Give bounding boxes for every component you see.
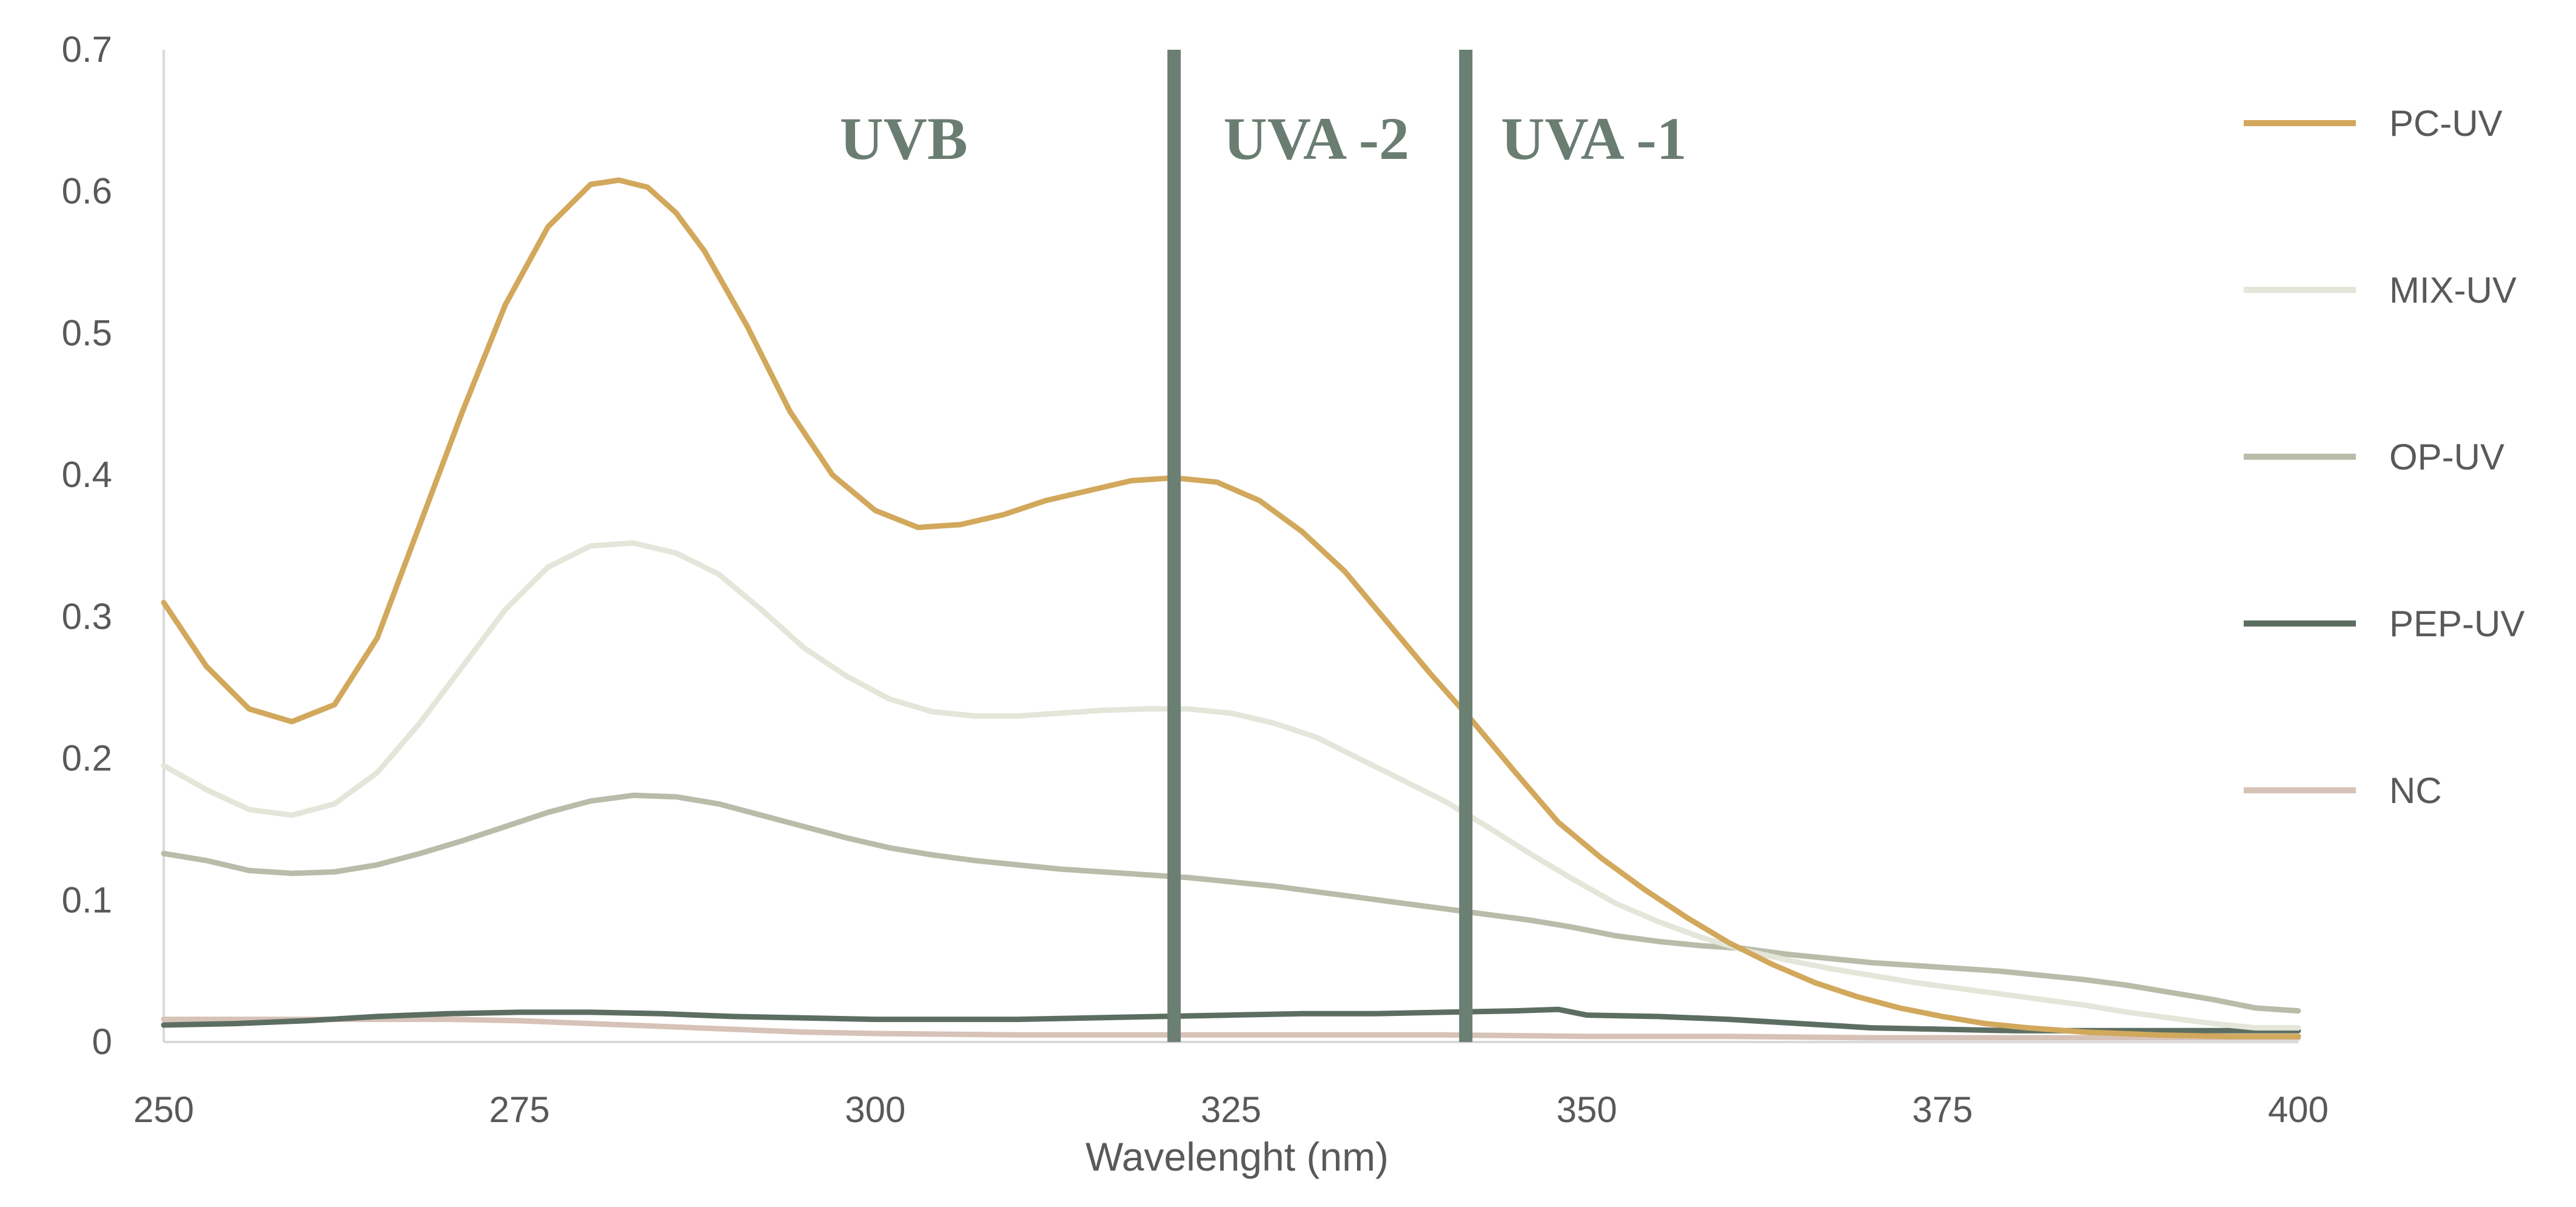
x-tick-label: 300 [845,1089,905,1130]
region-label: UVB [840,105,968,172]
y-tick-label: 0.5 [62,312,112,353]
y-tick-label: 0.3 [62,596,112,637]
x-tick-label: 350 [1557,1089,1617,1130]
legend-label: OP-UV [2389,437,2504,477]
series-line-nc [161,1017,2301,1041]
series-line-pc-uv [161,177,2301,1040]
x-axis-title: Wavelenght (nm) [1085,1134,1389,1179]
x-tick-label: 325 [1201,1089,1261,1130]
region-label: UVA -1 [1501,105,1687,172]
x-tick-label: 400 [2268,1089,2329,1130]
series-line-mix-uv [161,540,2301,1031]
x-tick-label: 250 [133,1089,194,1130]
region-label: UVA -2 [1224,105,1410,172]
x-tick-label: 375 [1912,1089,1973,1130]
series-line-pep-uv [161,1006,2301,1034]
legend-label: MIX-UV [2389,270,2517,311]
legend-label: NC [2389,770,2442,811]
x-axis: 250 275 300 325 350 375 400 [133,1089,2329,1130]
y-axis: 0 0.1 0.2 0.3 0.4 0.5 0.6 0.7 [62,29,112,1062]
y-tick-label: 0.7 [62,29,112,70]
series-line-op-uv [161,792,2301,1014]
y-tick-label: 0.1 [62,879,112,920]
y-tick-label: 0.4 [62,454,112,495]
legend-label: PEP-UV [2389,604,2524,644]
x-tick-label: 275 [489,1089,550,1130]
plot-area [163,50,2298,1043]
legend-label: PC-UV [2389,103,2503,144]
y-tick-label: 0.2 [62,738,112,779]
region-layer: UVB UVA -2 UVA -1 [840,50,1687,1042]
series-layer [161,177,2301,1041]
y-tick-label: 0 [92,1021,112,1062]
y-tick-label: 0.6 [62,171,112,212]
legend: PC-UV MIX-UV OP-UV PEP-UV NC [2244,103,2524,811]
